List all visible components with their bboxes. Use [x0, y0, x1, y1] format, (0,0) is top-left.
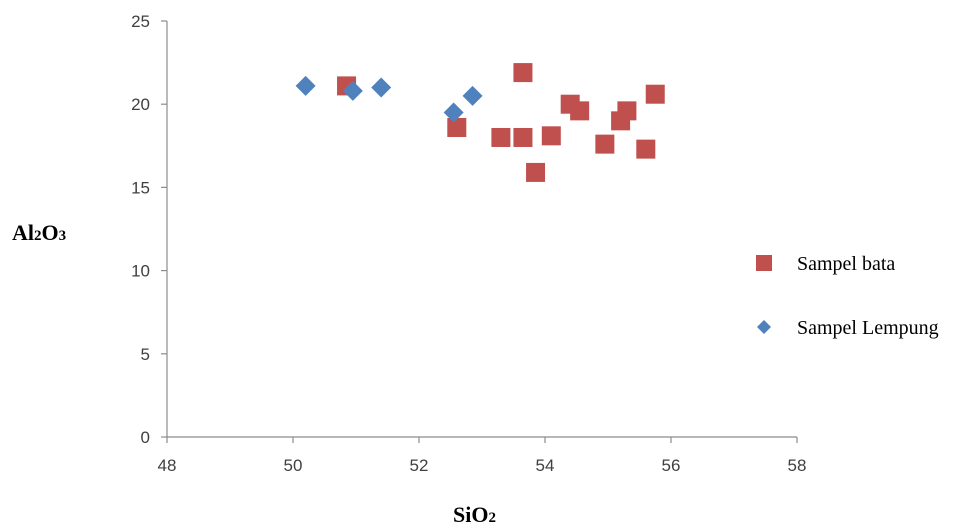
legend: Sampel bata Sampel Lempung	[756, 253, 939, 339]
y-tick-label: 10	[131, 262, 150, 281]
x-axis-ticks: 48 50 52 54 56 58	[158, 437, 807, 475]
sampel-bata-point	[513, 63, 533, 83]
sampel-bata-point	[491, 127, 511, 147]
sampel-bata-point	[617, 101, 637, 121]
y-axis-ticks: 0 5 10 15 20 25	[131, 12, 167, 447]
sampel-bata-point	[526, 162, 546, 182]
y-axis-title: Al2O3	[12, 220, 66, 245]
sampel-bata-point	[645, 84, 665, 104]
y-tick-label: 5	[141, 345, 150, 364]
sampel-bata-point	[595, 134, 615, 154]
x-tick-label: 52	[410, 456, 429, 475]
y-tick-label: 15	[131, 178, 150, 197]
y-tick-label: 20	[131, 95, 150, 114]
sampel-bata-point	[541, 126, 561, 146]
data-points	[295, 63, 665, 182]
x-tick-label: 56	[662, 456, 681, 475]
sampel-bata-point	[513, 127, 533, 147]
sampel-lempung-point	[342, 80, 363, 101]
legend-label: Sampel bata	[797, 253, 895, 275]
x-tick-label: 48	[158, 456, 177, 475]
sampel-bata-point	[636, 139, 656, 159]
y-tick-label: 25	[131, 12, 150, 31]
legend-square-icon	[756, 255, 772, 271]
y-tick-label: 0	[141, 428, 150, 447]
sampel-lempung-point	[462, 85, 483, 106]
sampel-bata-point	[447, 117, 467, 137]
sampel-lempung-point	[295, 75, 316, 96]
sampel-bata-point	[570, 101, 590, 121]
legend-label: Sampel Lempung	[797, 317, 939, 339]
sampel-lempung-point	[443, 102, 464, 123]
sampel-lempung-point	[371, 77, 392, 98]
x-axis-title: SiO2	[453, 502, 496, 527]
legend-diamond-icon	[757, 320, 771, 334]
x-tick-label: 54	[536, 456, 555, 475]
x-tick-label: 50	[284, 456, 303, 475]
axes: 0 5 10 15 20 25 48 50 52 54 56 58	[131, 12, 806, 475]
x-tick-label: 58	[788, 456, 807, 475]
